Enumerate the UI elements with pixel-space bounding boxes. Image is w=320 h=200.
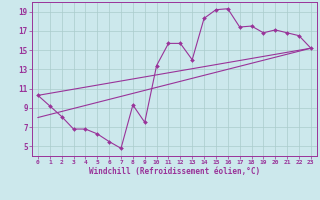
X-axis label: Windchill (Refroidissement éolien,°C): Windchill (Refroidissement éolien,°C) <box>89 167 260 176</box>
